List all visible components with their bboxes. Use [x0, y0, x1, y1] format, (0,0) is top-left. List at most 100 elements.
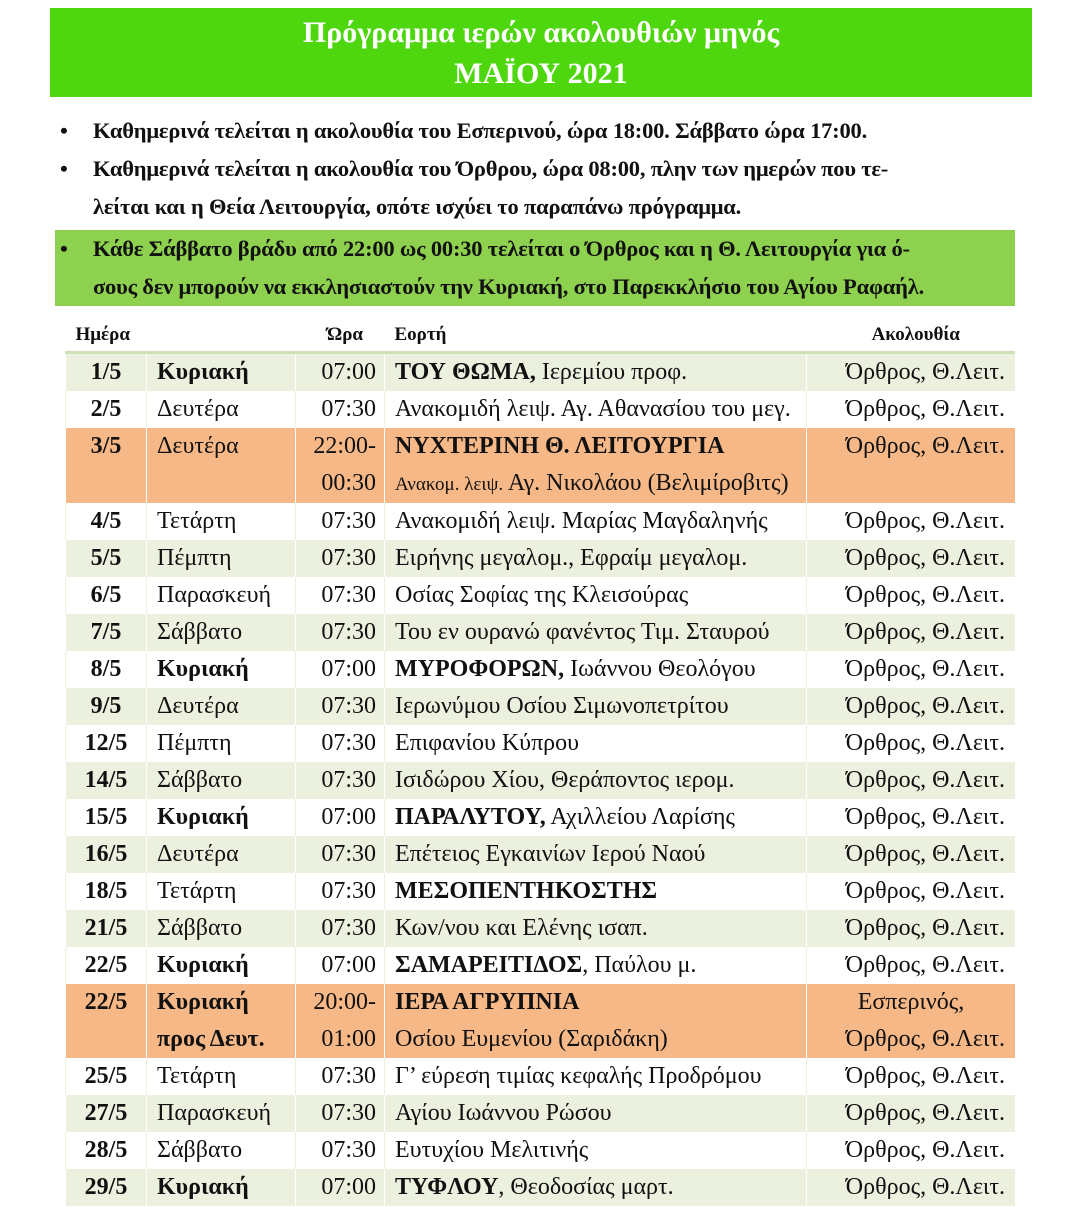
service-line-1: Εσπερινός,	[857, 989, 965, 1015]
date: 9/5	[90, 693, 122, 719]
time-cell: 07:30	[295, 1132, 385, 1169]
feast-cell: Ιερωνύμου Οσίου Σιμωνοπετρίτου	[384, 688, 807, 725]
service: Όρθρος, Θ.Λειτ.	[845, 359, 1005, 385]
service: Όρθρος, Θ.Λειτ.	[845, 804, 1005, 830]
table-row: 8/5 Κυριακή 07:00 ΜΥΡΟΦΟΡΩΝ, Ιωάννου Θεολόγ…	[65, 651, 1015, 688]
feast-line: Αγίου Ιωάννου Ρώσου	[395, 1095, 796, 1132]
table-row: 14/5 Σάββατο 07:30 Ισιδώρου Χίου, Θεράποντο…	[65, 762, 1015, 799]
date: 29/5	[84, 1174, 128, 1200]
time-cell: 07:30	[295, 688, 385, 725]
feast-text: Ειρήνης μεγαλομ., Εφραίμ μεγαλομ.	[395, 545, 748, 571]
service: Όρθρος, Θ.Λειτ.	[845, 767, 1005, 793]
note-line: Κάθε Σάββατο βράδυ από 22:00 ως 00:30 τε…	[93, 236, 910, 261]
service: Όρθρος, Θ.Λειτ.	[845, 1100, 1005, 1126]
service: Όρθρος, Θ.Λειτ.	[845, 878, 1005, 904]
feast-cell: Επέτειος Εγκαινίων Ιερού Ναού	[384, 836, 807, 873]
date: 6/5	[90, 582, 122, 608]
table-row: 4/5 Τετάρτη 07:30 Ανακομιδή λειψ. Μαρίας Μα…	[65, 503, 1015, 540]
day-cell: Πέμπτη	[146, 540, 296, 577]
date: 3/5	[90, 433, 122, 459]
time: 07:30	[321, 1137, 376, 1163]
feast-cell: Ειρήνης μεγαλομ., Εφραίμ μεγαλομ.	[384, 540, 807, 577]
feast-line: Ανακομιδή λειψ. Αγ. Αθανασίου του μεγ.	[395, 391, 796, 428]
note-line: Καθημερινά τελείται η ακολουθία του Όρθρ…	[93, 156, 889, 181]
date: 28/5	[84, 1137, 128, 1163]
time-cell: 07:30	[295, 725, 385, 762]
feast-text: , Θεοδοσίας μαρτ.	[498, 1174, 674, 1200]
date: 22/5	[84, 989, 128, 1015]
table-row: 5/5 Πέμπτη 07:30 Ειρήνης μεγαλομ., Εφραίμ μ…	[65, 540, 1015, 577]
date: 14/5	[84, 767, 128, 793]
day-cell: Σάββατο	[146, 910, 296, 947]
feast-bold: ΜΥΡΟΦΟΡΩΝ,	[395, 656, 565, 682]
time-cell: 07:30	[295, 503, 385, 540]
day: Κυριακή	[157, 804, 249, 830]
feast-line: Γ’ εύρεση τιμίας κεφαλής Προδρόμου	[395, 1058, 796, 1095]
service: Όρθρος, Θ.Λειτ.	[845, 619, 1005, 645]
service: Όρθρος, Θ.Λειτ.	[845, 545, 1005, 571]
table-row: 2/5 Δευτέρα 07:30 Ανακομιδή λειψ. Αγ. Αθανα…	[65, 391, 1015, 428]
date: 18/5	[84, 878, 128, 904]
date: 27/5	[84, 1100, 128, 1126]
page-title: Πρόγραμμα ιερών ακολουθιών μηνός ΜΑΪΟΥ 2…	[50, 8, 1032, 97]
service: Όρθρος, Θ.Λειτ.	[845, 582, 1005, 608]
feast-small: Ανακομ. λειψ.	[395, 474, 504, 495]
feast-line: ΠΑΡΑΛΥΤΟΥ, Αχιλλείου Λαρίσης	[395, 799, 796, 836]
note-item: • Κάθε Σάββατο βράδυ από 22:00 ως 00:30 τ…	[55, 230, 1015, 306]
feast-bold: ΠΑΡΑΛΥΤΟΥ,	[395, 804, 546, 830]
feast-line: Ειρήνης μεγαλομ., Εφραίμ μεγαλομ.	[395, 540, 796, 577]
schedule-table: Ημέρα Ώρα Εορτή Ακολουθία 1/5 Κυριακή 07:0…	[65, 318, 1015, 1206]
time: 07:00	[321, 1174, 376, 1200]
day: Κυριακή	[157, 1174, 249, 1200]
feast-line: Ισιδώρου Χίου, Θεράποντος ιερομ.	[395, 762, 796, 799]
feast-text: Επέτειος Εγκαινίων Ιερού Ναού	[395, 841, 706, 867]
title-line-2: ΜΑΪΟΥ 2021	[454, 57, 628, 90]
header-feast: Εορτή	[384, 318, 807, 354]
feast-cell: Αγίου Ιωάννου Ρώσου	[384, 1095, 807, 1132]
date-cell: 1/5	[65, 352, 147, 391]
date-cell: 22/5	[65, 947, 147, 984]
service-cell: Όρθρος, Θ.Λειτ.	[806, 836, 1015, 873]
day-cell: Σάββατο	[146, 762, 296, 799]
date-cell: 3/5	[65, 428, 147, 503]
time-cell: 07:00	[295, 352, 385, 391]
day-cell: Σάββατο	[146, 1132, 296, 1169]
time-cell: 07:30	[295, 1095, 385, 1132]
date-cell: 15/5	[65, 799, 147, 836]
service-cell: Εσπερινός, Όρθρος, Θ.Λειτ.	[806, 984, 1015, 1058]
table-row: 27/5 Παρασκευή 07:30 Αγίου Ιωάννου Ρώσου Όρθ…	[65, 1095, 1015, 1132]
feast-text: Αχιλλείου Λαρίσης	[545, 804, 735, 830]
time-cell: 07:30	[295, 1058, 385, 1095]
date: 21/5	[84, 915, 128, 941]
date: 8/5	[90, 656, 122, 682]
feast-line-2: Οσίου Ευμενίου (Σαριδάκη)	[395, 1021, 796, 1058]
day-cell: Δευτέρα	[146, 391, 296, 428]
feast-line: Κων/νου και Ελένης ισαπ.	[395, 910, 796, 947]
time: 07:30	[321, 582, 376, 608]
date: 2/5	[90, 396, 122, 422]
feast-bold: ΤΥΦΛΟΥ	[395, 1174, 499, 1200]
feast-line: Επιφανίου Κύπρου	[395, 725, 796, 762]
date-cell: 4/5	[65, 503, 147, 540]
day: Δευτέρα	[157, 693, 239, 719]
time: 07:30	[321, 915, 376, 941]
feast-line: Ευτυχίου Μελιτινής	[395, 1132, 796, 1169]
feast-bold: ΣΑΜΑΡΕΙΤΙΔΟΣ	[395, 952, 583, 978]
table-row: 12/5 Πέμπτη 07:30 Επιφανίου Κύπρου Όρθρος, Θ…	[65, 725, 1015, 762]
feast-bold: ΤΟΥ ΘΩΜΑ,	[395, 359, 536, 385]
service: Όρθρος, Θ.Λειτ.	[845, 730, 1005, 756]
day: Κυριακή	[157, 656, 249, 682]
date: 7/5	[90, 619, 122, 645]
feast-cell: Του εν ουρανώ φανέντος Τιμ. Σταυρού	[384, 614, 807, 651]
table-row: 16/5 Δευτέρα 07:30 Επέτειος Εγκαινίων Ιερού…	[65, 836, 1015, 873]
day-cell: Κυριακή	[146, 651, 296, 688]
table-row: 25/5 Τετάρτη 07:30 Γ’ εύρεση τιμίας κεφαλής…	[65, 1058, 1015, 1095]
time-cell: 07:00	[295, 651, 385, 688]
feast-cell: Ευτυχίου Μελιτινής	[384, 1132, 807, 1169]
service: Όρθρος, Θ.Λειτ.	[845, 396, 1005, 422]
bullet-icon: •	[60, 118, 68, 143]
service-cell: Όρθρος, Θ.Λειτ.	[806, 910, 1015, 947]
day-cell: Πέμπτη	[146, 725, 296, 762]
date: 25/5	[84, 1063, 128, 1089]
day: Πέμπτη	[157, 545, 232, 571]
